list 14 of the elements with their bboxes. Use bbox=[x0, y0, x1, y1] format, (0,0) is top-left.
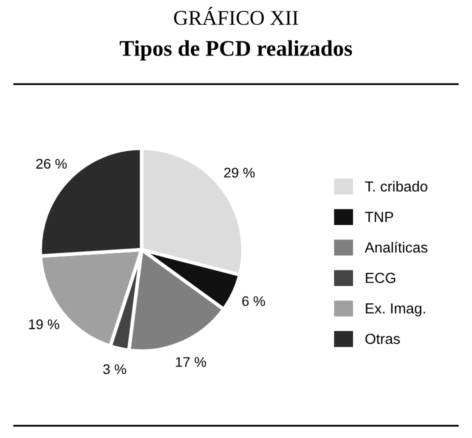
data-label: 6 % bbox=[242, 296, 265, 306]
data-label: 19 % bbox=[29, 319, 60, 330]
data-label: 26 % bbox=[36, 158, 67, 169]
data-label: 3 % bbox=[103, 364, 126, 374]
legend-label: Otras bbox=[365, 334, 400, 344]
chart-subtitle: Tipos de PCD realizados bbox=[120, 40, 352, 60]
legend-label: Ex. Imag. bbox=[366, 303, 425, 316]
legend-label: ECG bbox=[366, 272, 396, 284]
legend-label: Analíticas bbox=[364, 242, 428, 253]
data-label: 29 % bbox=[224, 168, 255, 178]
chart-title: GRÁFICO XII bbox=[174, 6, 298, 25]
legend-label: TNP bbox=[365, 212, 394, 222]
data-label: 17 % bbox=[176, 357, 206, 367]
legend-label: T. cribado bbox=[365, 180, 428, 192]
